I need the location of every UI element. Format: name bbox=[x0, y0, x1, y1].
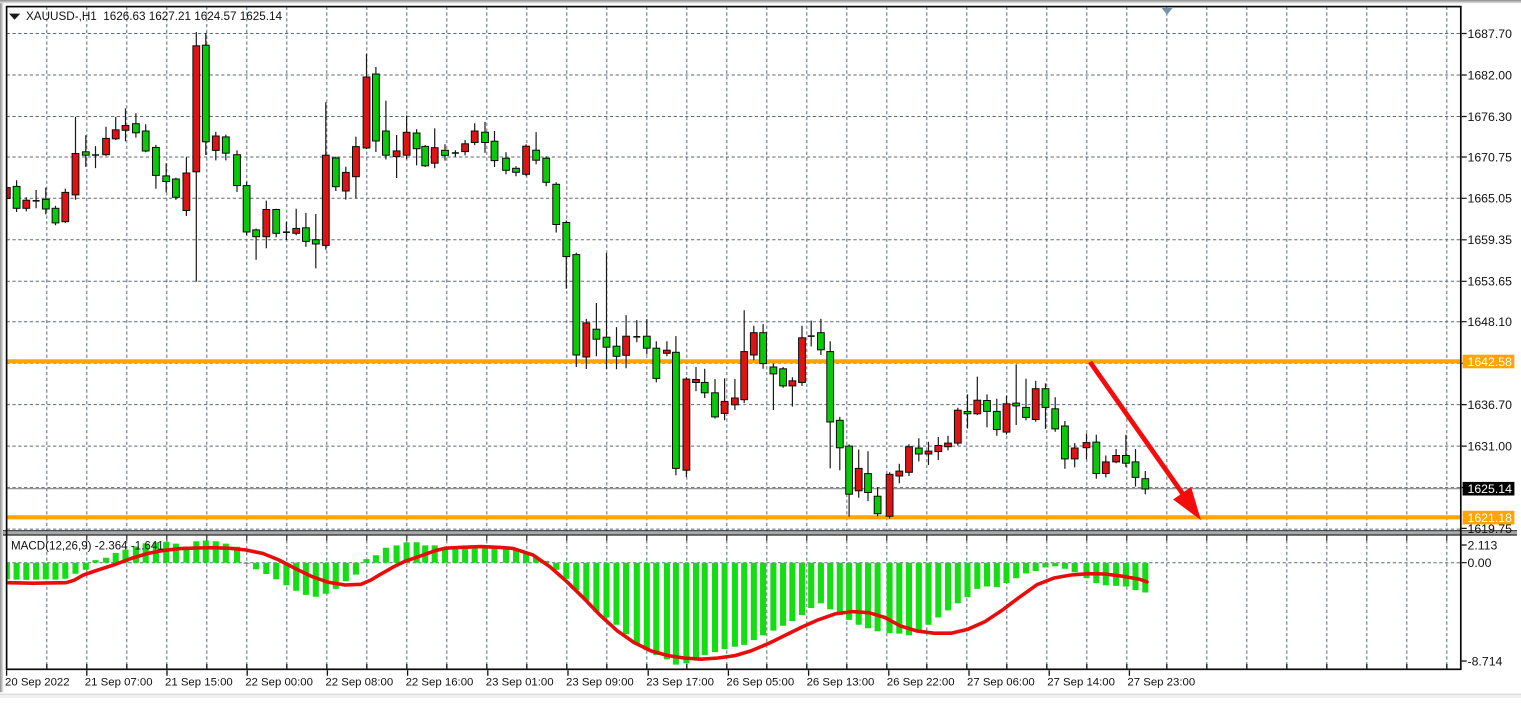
svg-text:22 Sep 08:00: 22 Sep 08:00 bbox=[325, 677, 393, 689]
svg-text:2.113: 2.113 bbox=[1468, 538, 1498, 552]
svg-text:22 Sep 00:00: 22 Sep 00:00 bbox=[245, 677, 313, 689]
svg-text:26 Sep 22:00: 26 Sep 22:00 bbox=[887, 677, 955, 689]
svg-text:1687.70: 1687.70 bbox=[1468, 27, 1513, 41]
svg-text:1676.30: 1676.30 bbox=[1468, 110, 1513, 124]
svg-text:26 Sep 13:00: 26 Sep 13:00 bbox=[807, 677, 875, 689]
svg-text:1631.00: 1631.00 bbox=[1468, 440, 1513, 454]
svg-text:23 Sep 01:00: 23 Sep 01:00 bbox=[486, 677, 554, 689]
svg-text:1665.05: 1665.05 bbox=[1468, 192, 1513, 206]
svg-text:1642.58: 1642.58 bbox=[1468, 355, 1513, 369]
svg-text:23 Sep 17:00: 23 Sep 17:00 bbox=[646, 677, 714, 689]
svg-text:27 Sep 14:00: 27 Sep 14:00 bbox=[1047, 677, 1115, 689]
svg-text:26 Sep 05:00: 26 Sep 05:00 bbox=[726, 677, 794, 689]
svg-text:27 Sep 23:00: 27 Sep 23:00 bbox=[1127, 677, 1195, 689]
svg-text:23 Sep 09:00: 23 Sep 09:00 bbox=[566, 677, 634, 689]
svg-text:1670.75: 1670.75 bbox=[1468, 150, 1513, 164]
svg-text:-8.714: -8.714 bbox=[1468, 654, 1503, 668]
svg-text:21 Sep 15:00: 21 Sep 15:00 bbox=[165, 677, 233, 689]
svg-text:20 Sep 2022: 20 Sep 2022 bbox=[5, 677, 70, 689]
svg-text:1636.70: 1636.70 bbox=[1468, 398, 1513, 412]
svg-text:0.00: 0.00 bbox=[1468, 556, 1492, 570]
svg-text:1625.14: 1625.14 bbox=[1468, 482, 1513, 496]
svg-text:1621.18: 1621.18 bbox=[1468, 511, 1513, 525]
svg-text:MACD(12,26,9) -2.364 -1.641: MACD(12,26,9) -2.364 -1.641 bbox=[11, 540, 164, 553]
svg-text:1648.10: 1648.10 bbox=[1468, 315, 1513, 329]
svg-text:22 Sep 16:00: 22 Sep 16:00 bbox=[406, 677, 474, 689]
svg-text:1619.75: 1619.75 bbox=[1468, 522, 1513, 536]
svg-text:1659.35: 1659.35 bbox=[1468, 233, 1513, 247]
svg-text:21 Sep 07:00: 21 Sep 07:00 bbox=[85, 677, 153, 689]
svg-text:1682.00: 1682.00 bbox=[1468, 68, 1513, 82]
svg-text:27 Sep 06:00: 27 Sep 06:00 bbox=[967, 677, 1035, 689]
svg-text:XAUUSD-,H1 1626.63 1627.21 16: XAUUSD-,H1 1626.63 1627.21 1624.57 1625.… bbox=[26, 10, 283, 23]
svg-text:1653.65: 1653.65 bbox=[1468, 275, 1513, 289]
